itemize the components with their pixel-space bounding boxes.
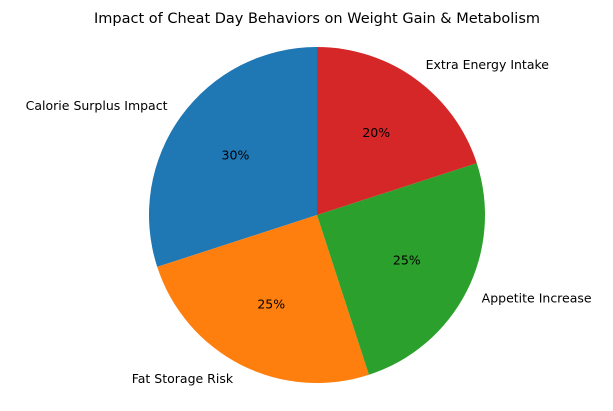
chart-title: Impact of Cheat Day Behaviors on Weight … [94, 11, 540, 27]
pie-slices [148, 47, 486, 384]
slice-pct-label-3: 20% [362, 125, 390, 140]
pie-labels: Calorie Surplus Impact 30% Fat Storage Ris… [26, 57, 592, 386]
slice-label-2: Appetite Increase [482, 290, 592, 305]
slice-pct-label-1: 25% [257, 296, 285, 311]
slice-pct-label-0: 30% [222, 147, 250, 162]
pie-slice-0 [148, 47, 317, 267]
slice-pct-label-2: 25% [393, 252, 421, 267]
pie-slice-3 [317, 47, 477, 215]
slice-label-3: Extra Energy Intake [426, 57, 550, 72]
pie-slice-1 [157, 215, 369, 384]
pie-slice-2 [317, 163, 486, 375]
slice-label-0: Calorie Surplus Impact [26, 98, 168, 113]
slice-label-1: Fat Storage Risk [132, 371, 234, 386]
